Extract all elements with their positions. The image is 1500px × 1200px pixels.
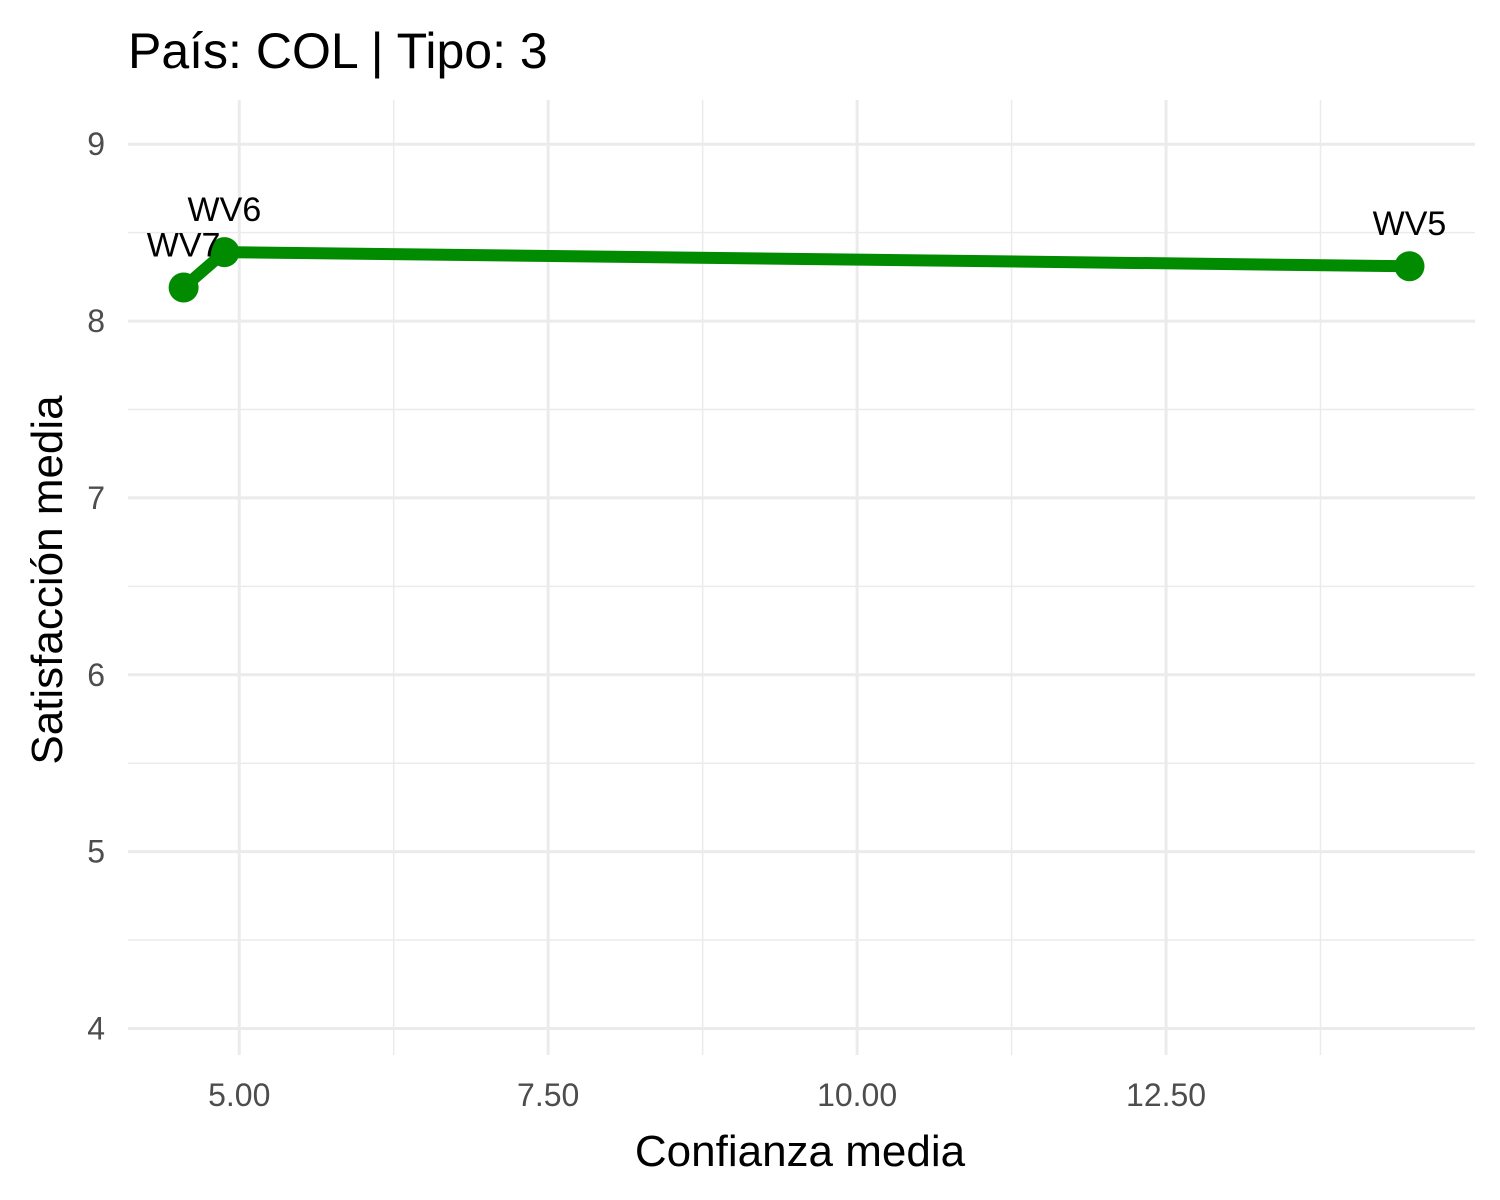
y-tick-label: 9 xyxy=(87,126,105,162)
x-axis-title: Confianza media xyxy=(635,1127,966,1176)
data-point xyxy=(1394,251,1425,282)
series-layer xyxy=(168,237,1425,303)
point-label: WV7 xyxy=(147,226,221,264)
y-axis-ticks: 4 5 6 7 8 9 xyxy=(87,126,105,1046)
x-tick-label: 7.50 xyxy=(517,1077,579,1113)
y-tick-label: 6 xyxy=(87,657,105,693)
y-tick-label: 5 xyxy=(87,834,105,870)
point-label: WV6 xyxy=(188,191,262,229)
y-axis-title: Satisfacción media xyxy=(23,395,72,765)
point-label: WV5 xyxy=(1373,205,1447,243)
x-tick-label: 5.00 xyxy=(208,1077,270,1113)
x-axis-ticks: 5.00 7.50 10.00 12.50 xyxy=(208,1077,1206,1113)
y-tick-label: 8 xyxy=(87,303,105,339)
y-tick-label: 4 xyxy=(87,1010,105,1046)
x-tick-label: 12.50 xyxy=(1126,1077,1206,1113)
data-point xyxy=(168,272,199,303)
series-line xyxy=(177,246,1416,294)
x-tick-label: 10.00 xyxy=(817,1077,897,1113)
data-point xyxy=(209,237,240,268)
grid xyxy=(128,100,1475,1055)
chart-title: País: COL | Tipo: 3 xyxy=(128,23,548,79)
y-tick-label: 7 xyxy=(87,480,105,516)
